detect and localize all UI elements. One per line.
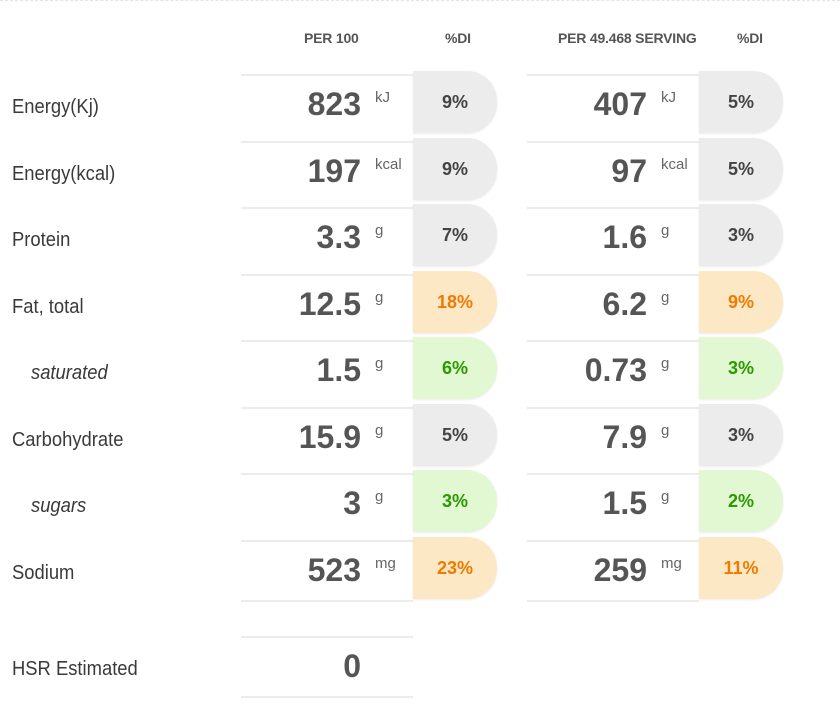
amount-per100: 197 bbox=[307, 153, 361, 189]
unit-per100: g bbox=[375, 289, 384, 306]
amount-per100: 15.9 bbox=[298, 419, 361, 455]
amount-per100: 3.3 bbox=[316, 219, 361, 255]
row-label-fat-total: Fat, total bbox=[12, 296, 84, 318]
di-badge-serving-energy-kj: 5% bbox=[699, 71, 783, 133]
value-cell-per100-sodium: 523 mg bbox=[241, 540, 413, 598]
di-badge-serving-protein: 3% bbox=[699, 204, 783, 266]
amount-per100: 523 bbox=[307, 552, 361, 588]
unit-serving: mg bbox=[661, 555, 682, 572]
unit-per100: mg bbox=[375, 555, 396, 572]
di-badge-serving-carbohydrate: 3% bbox=[699, 404, 783, 466]
di-badge-per100-energy-kcal: 9% bbox=[413, 138, 497, 200]
amount-per100: 1.5 bbox=[316, 352, 361, 388]
row-label-sugars: sugars bbox=[31, 495, 87, 517]
unit-per100: g bbox=[375, 355, 384, 372]
unit-serving: g bbox=[661, 422, 670, 439]
table-bottom-line bbox=[527, 600, 699, 602]
unit-per100: kcal bbox=[375, 156, 402, 173]
hsr-value-cell: 0 bbox=[241, 636, 413, 698]
header-per-100: PER 100 bbox=[304, 30, 359, 46]
di-badge-per100-carbohydrate: 5% bbox=[413, 404, 497, 466]
value-cell-per100-saturated: 1.5 g bbox=[241, 340, 413, 398]
value-cell-serving-sodium: 259 mg bbox=[527, 540, 699, 598]
amount-per100: 823 bbox=[307, 86, 361, 122]
amount-serving: 97 bbox=[611, 153, 647, 189]
amount-serving: 1.6 bbox=[602, 219, 647, 255]
value-cell-per100-carbohydrate: 15.9 g bbox=[241, 407, 413, 465]
header-di-100: %DI bbox=[445, 30, 471, 46]
di-badge-serving-sugars: 2% bbox=[699, 470, 783, 532]
di-badge-serving-energy-kcal: 5% bbox=[699, 138, 783, 200]
value-cell-per100-protein: 3.3 g bbox=[241, 207, 413, 265]
value-cell-serving-saturated: 0.73 g bbox=[527, 340, 699, 398]
value-cell-serving-energy-kj: 407 kJ bbox=[527, 74, 699, 132]
amount-serving: 0.73 bbox=[584, 352, 647, 388]
value-cell-serving-energy-kcal: 97 kcal bbox=[527, 141, 699, 199]
hsr-value: 0 bbox=[343, 648, 361, 684]
value-cell-per100-fat-total: 12.5 g bbox=[241, 274, 413, 332]
unit-per100: g bbox=[375, 422, 384, 439]
di-badge-serving-saturated: 3% bbox=[699, 337, 783, 399]
row-label-energy-kj: Energy(Kj) bbox=[12, 96, 99, 118]
value-cell-serving-fat-total: 6.2 g bbox=[527, 274, 699, 332]
unit-serving: g bbox=[661, 222, 670, 239]
table-bottom-line bbox=[241, 600, 413, 602]
amount-serving: 7.9 bbox=[602, 419, 647, 455]
row-label-energy-kcal: Energy(kcal) bbox=[12, 163, 116, 185]
amount-serving: 6.2 bbox=[602, 286, 647, 322]
value-cell-serving-sugars: 1.5 g bbox=[527, 473, 699, 531]
amount-serving: 407 bbox=[593, 86, 647, 122]
unit-per100: kJ bbox=[375, 89, 390, 106]
unit-per100: g bbox=[375, 488, 384, 505]
header-per-serving: PER 49.468 SERVING bbox=[558, 30, 697, 46]
row-label-carbohydrate: Carbohydrate bbox=[12, 429, 124, 451]
row-label-protein: Protein bbox=[12, 229, 71, 251]
amount-per100: 3 bbox=[343, 485, 361, 521]
unit-serving: g bbox=[661, 488, 670, 505]
di-badge-per100-sodium: 23% bbox=[413, 537, 497, 599]
hsr-label: HSR Estimated bbox=[12, 658, 138, 680]
unit-per100: g bbox=[375, 222, 384, 239]
di-badge-per100-saturated: 6% bbox=[413, 337, 497, 399]
di-badge-per100-protein: 7% bbox=[413, 204, 497, 266]
unit-serving: g bbox=[661, 289, 670, 306]
unit-serving: g bbox=[661, 355, 670, 372]
row-label-saturated: saturated bbox=[31, 362, 108, 384]
value-cell-serving-carbohydrate: 7.9 g bbox=[527, 407, 699, 465]
di-badge-per100-energy-kj: 9% bbox=[413, 71, 497, 133]
value-cell-per100-energy-kcal: 197 kcal bbox=[241, 141, 413, 199]
di-badge-serving-sodium: 11% bbox=[699, 537, 783, 599]
top-border bbox=[0, 0, 840, 1]
amount-serving: 1.5 bbox=[602, 485, 647, 521]
unit-serving: kJ bbox=[661, 89, 676, 106]
row-label-sodium: Sodium bbox=[12, 562, 75, 584]
di-badge-serving-fat-total: 9% bbox=[699, 271, 783, 333]
value-cell-per100-energy-kj: 823 kJ bbox=[241, 74, 413, 132]
amount-serving: 259 bbox=[593, 552, 647, 588]
di-badge-per100-fat-total: 18% bbox=[413, 271, 497, 333]
header-di-serving: %DI bbox=[737, 30, 763, 46]
di-badge-per100-sugars: 3% bbox=[413, 470, 497, 532]
value-cell-serving-protein: 1.6 g bbox=[527, 207, 699, 265]
amount-per100: 12.5 bbox=[298, 286, 361, 322]
unit-serving: kcal bbox=[661, 156, 688, 173]
